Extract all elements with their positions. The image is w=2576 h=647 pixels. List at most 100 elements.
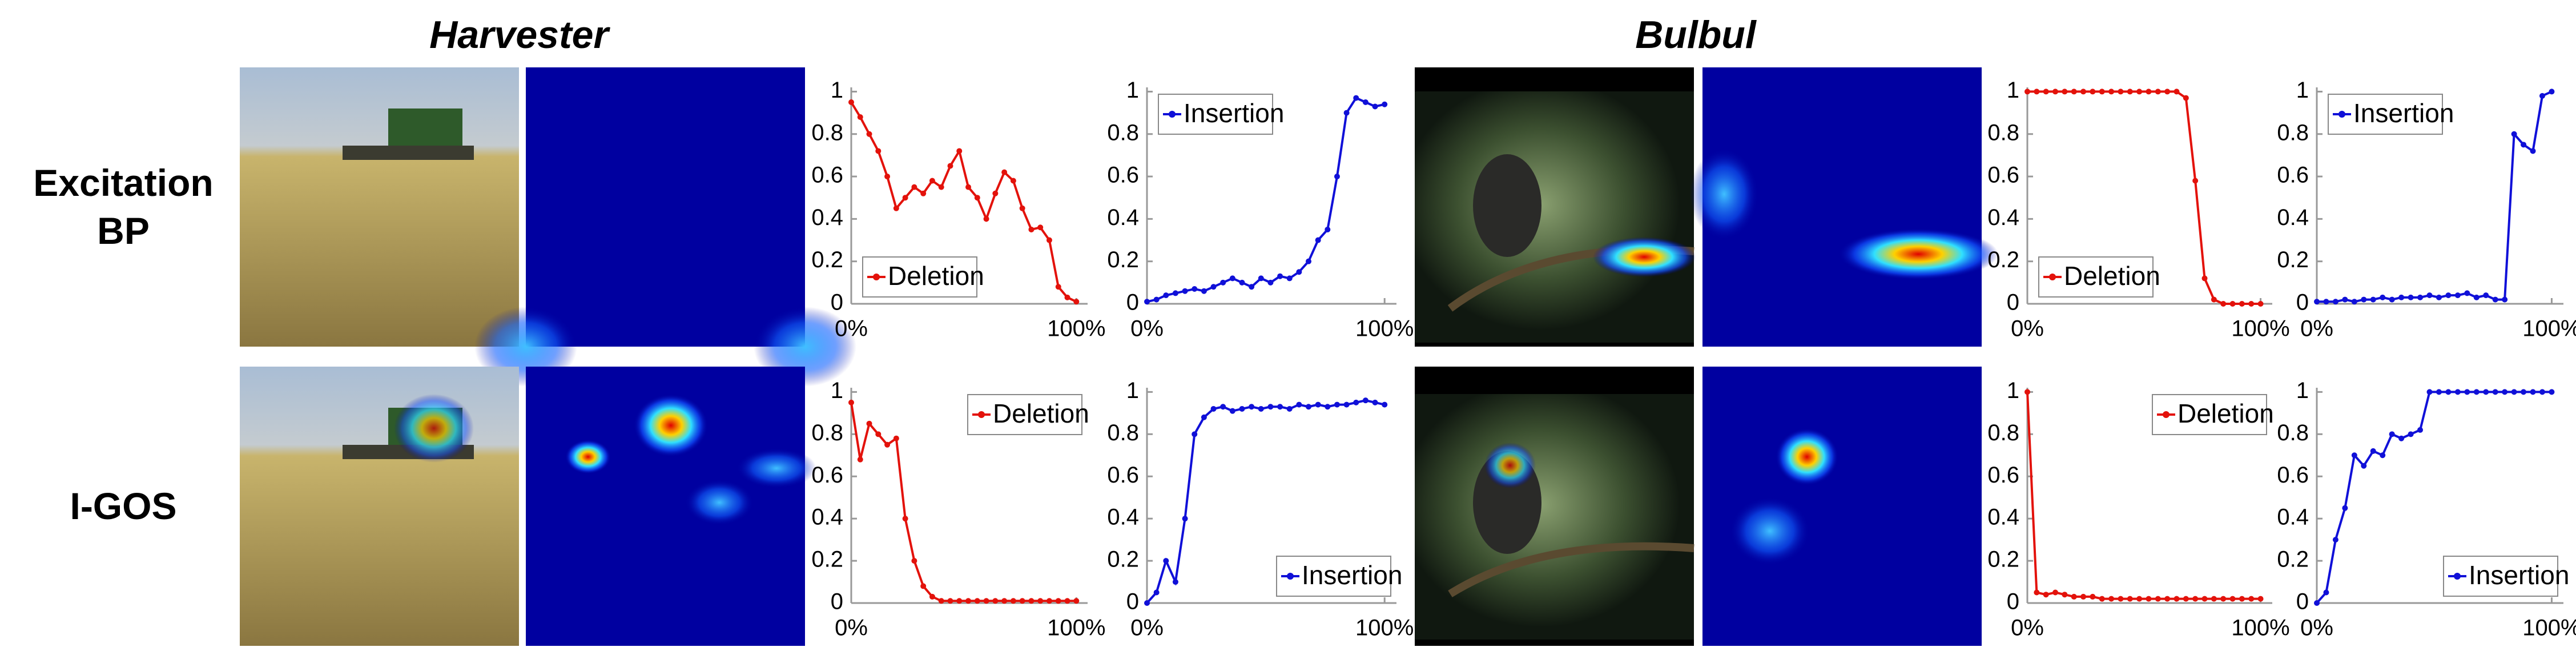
- data-point: [2118, 89, 2124, 95]
- data-point: [1064, 294, 1070, 300]
- data-point: [1325, 226, 1331, 232]
- data-point: [1046, 237, 1052, 243]
- data-point: [983, 598, 989, 604]
- data-point: [2211, 596, 2217, 602]
- data-point: [1192, 286, 1198, 292]
- data-point: [1334, 401, 1340, 408]
- y-tick-label: 1: [2296, 378, 2309, 403]
- data-point: [2024, 89, 2030, 95]
- data-point: [1286, 405, 1293, 412]
- data-point: [2539, 93, 2545, 99]
- data-point: [2071, 89, 2077, 95]
- data-point: [2108, 596, 2115, 602]
- y-tick-label: 0.8: [1987, 420, 2019, 445]
- y-tick-label: 1: [831, 378, 843, 403]
- data-point: [902, 516, 908, 522]
- data-point: [1073, 598, 1080, 604]
- legend-box: [2443, 556, 2558, 597]
- y-tick-label: 0.8: [1987, 120, 2019, 145]
- data-point: [1258, 405, 1264, 412]
- y-tick-label: 0.6: [1987, 463, 2019, 488]
- y-tick-label: 0.2: [811, 247, 843, 272]
- legend-marker: [2454, 573, 2461, 580]
- charts: 00.20.40.60.810% 100%Deletion00.20.40.60.…: [811, 78, 2576, 641]
- data-point: [2257, 301, 2264, 307]
- data-point: [866, 420, 872, 427]
- data-point: [2062, 592, 2068, 598]
- data-point: [2445, 292, 2452, 299]
- data-point: [1277, 273, 1283, 279]
- data-point: [2426, 292, 2433, 299]
- y-tick-label: 0.2: [2277, 247, 2309, 272]
- x-tick-label: 0%: [2300, 616, 2333, 641]
- data-point: [1239, 279, 1245, 286]
- data-point: [956, 148, 963, 154]
- y-tick-label: 0.6: [811, 463, 843, 488]
- data-point: [2043, 592, 2049, 598]
- legend-label: Insertion: [1184, 98, 1284, 128]
- y-tick-label: 0: [831, 290, 843, 315]
- data-point: [992, 598, 999, 604]
- y-tick-label: 0.6: [2277, 163, 2309, 188]
- y-tick-label: 0.6: [1107, 463, 1139, 488]
- y-tick-label: 0.4: [1107, 205, 1139, 230]
- x-tick-label: 0%: [835, 316, 868, 341]
- data-point: [1046, 598, 1052, 604]
- data-point: [2183, 95, 2189, 101]
- data-point: [2454, 389, 2461, 395]
- data-point: [2323, 299, 2329, 305]
- data-point: [1144, 299, 1150, 305]
- data-point: [2521, 142, 2527, 148]
- x-tick-label: 100%: [2522, 616, 2576, 641]
- data-point: [956, 598, 963, 604]
- data-point: [2118, 596, 2124, 602]
- data-point: [1343, 401, 1350, 408]
- x-tick-label: 0%: [2011, 316, 2044, 341]
- data-point: [1019, 598, 1025, 604]
- y-tick-label: 1: [1126, 378, 1139, 403]
- data-point: [893, 435, 899, 441]
- legend-marker: [1169, 111, 1176, 118]
- data-point: [1325, 404, 1331, 410]
- legend-marker: [2049, 274, 2056, 280]
- x-tick-label: 100%: [1047, 316, 1105, 341]
- data-point: [1362, 99, 1368, 106]
- data-point: [1055, 598, 1061, 604]
- data-point: [1163, 292, 1169, 299]
- data-point: [875, 148, 882, 154]
- data-point: [848, 99, 854, 106]
- x-tick-label: 0%: [2011, 616, 2044, 641]
- data-point: [2062, 89, 2068, 95]
- row-label: I-GOS: [70, 485, 177, 527]
- legend-marker: [978, 411, 985, 418]
- data-point: [1249, 284, 1255, 290]
- data-point: [2417, 294, 2424, 300]
- y-tick-label: 0: [1126, 290, 1139, 315]
- y-tick-label: 0.4: [2277, 205, 2309, 230]
- data-point: [2201, 596, 2208, 602]
- data-point: [929, 593, 935, 600]
- data-point: [2361, 463, 2367, 469]
- data-point: [848, 399, 854, 405]
- y-tick-label: 0: [2296, 589, 2309, 614]
- data-point: [2034, 589, 2040, 596]
- data-point: [1037, 598, 1044, 604]
- legend-marker: [1287, 573, 1294, 580]
- data-point: [2146, 596, 2152, 602]
- data-point: [2408, 431, 2414, 437]
- data-point: [1220, 404, 1226, 410]
- data-point: [2239, 301, 2245, 307]
- data-point: [2211, 296, 2217, 303]
- data-point: [2155, 89, 2161, 95]
- y-tick-label: 0.4: [1107, 505, 1139, 530]
- data-point: [2492, 389, 2498, 395]
- y-tick-label: 1: [2007, 78, 2019, 103]
- legend-label: Deletion: [2177, 399, 2274, 428]
- data-point: [893, 205, 899, 211]
- data-point: [1267, 279, 1274, 286]
- data-point: [2201, 275, 2208, 282]
- data-point: [2052, 89, 2059, 95]
- data-point: [2389, 296, 2395, 303]
- data-point: [2549, 89, 2555, 95]
